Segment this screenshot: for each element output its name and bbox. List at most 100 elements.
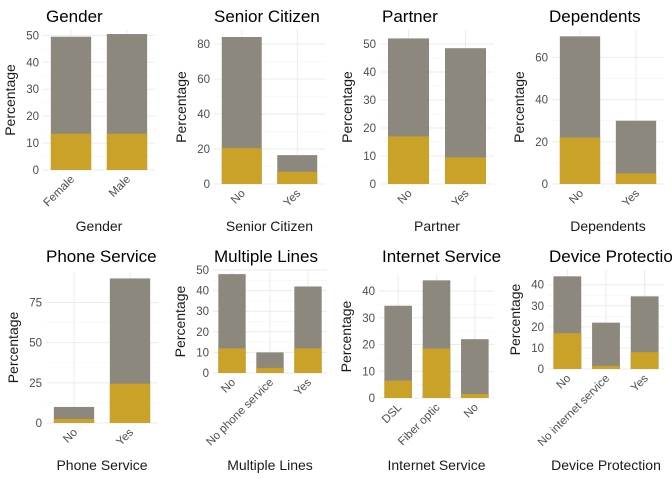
x-axis-title: Partner — [414, 218, 460, 234]
y-tick-label: 0 — [370, 179, 376, 191]
x-tick-label: No internet service — [536, 373, 612, 449]
bar-churn-yes — [294, 348, 322, 373]
x-tick-label: No — [396, 188, 415, 207]
y-tick-label: 30 — [363, 95, 376, 107]
panel-title: Device Protection — [549, 247, 672, 266]
panel-partner: 0 10 20 30 40 50 No Yes Partner Partner Percentage — [339, 7, 494, 234]
x-tick-label: Fiber optic — [396, 401, 443, 448]
bar-churn-no — [221, 148, 262, 184]
bar-total-no-internet-service — [592, 322, 620, 369]
bar-churn-no — [553, 333, 582, 369]
y-tick-label: 10 — [26, 138, 39, 150]
x-tick-label: No phone service — [204, 377, 276, 449]
bar-churn-no — [461, 393, 489, 398]
x-tick-label: No — [567, 188, 586, 207]
y-tick-label: 0 — [36, 418, 42, 430]
y-tick-label: 0 — [538, 364, 544, 376]
x-tick-label: Male — [107, 174, 133, 200]
y-tick-label: 0 — [33, 165, 39, 177]
y-axis-title: Percentage — [172, 285, 188, 357]
y-tick-label: 40 — [26, 57, 39, 69]
bar-churn-yes — [109, 383, 151, 423]
y-tick-label: 30 — [362, 313, 375, 325]
bar-churn-no — [218, 348, 246, 373]
bar-churn-no-phone-service — [256, 367, 284, 373]
x-axis-title: Internet Service — [387, 457, 485, 473]
y-tick-label: 20 — [196, 327, 209, 339]
panel-title: Gender — [46, 7, 103, 26]
bar-churn-no-internet-service — [592, 365, 620, 369]
y-tick-label: 0 — [369, 393, 375, 405]
y-tick-label: 10 — [362, 366, 375, 378]
bar-churn-no — [387, 136, 430, 184]
panel-dependents: 0 20 40 60 No Yes Dependents Dependents Percenta… — [511, 7, 664, 234]
y-tick-label: 40 — [531, 280, 544, 292]
bar-churn-male — [106, 133, 148, 170]
x-tick-label: Yes — [629, 372, 651, 394]
x-tick-label: No — [555, 373, 574, 392]
bar-churn-yes — [615, 173, 657, 184]
x-tick-label: No — [462, 402, 481, 421]
y-tick-label: 40 — [197, 109, 210, 121]
x-axis-title: Dependents — [570, 218, 646, 234]
y-tick-label: 0 — [542, 179, 548, 191]
x-axis-title: Gender — [76, 218, 123, 234]
y-tick-label: 20 — [362, 340, 375, 352]
panel-phone-service: 0 25 50 75 No Yes Phone Service Phone Service Pe… — [5, 247, 158, 473]
y-axis-title: Percentage — [338, 300, 354, 372]
x-tick-label: Yes — [450, 187, 472, 209]
x-axis-title: Senior Citizen — [226, 218, 313, 234]
panel-gender: 0 10 20 30 40 50 Female Male Gender Gender Percent… — [2, 7, 155, 234]
bar-churn-yes — [444, 157, 487, 184]
y-tick-label: 40 — [363, 67, 376, 79]
panel-title: Senior Citizen — [214, 7, 320, 26]
bar-total-no — [461, 339, 489, 398]
y-tick-label: 25 — [29, 378, 42, 390]
y-tick-label: 30 — [26, 84, 39, 96]
y-tick-label: 50 — [26, 30, 39, 42]
x-tick-label: Yes — [282, 187, 304, 209]
panel-senior-citizen: 0 20 40 60 80 No Yes Senior Citizen Senior Citiz… — [173, 7, 325, 234]
y-axis-title: Percentage — [507, 283, 523, 355]
x-tick-label: No — [229, 188, 248, 207]
y-tick-label: 0 — [203, 368, 209, 380]
y-tick-label: 20 — [197, 144, 210, 156]
y-tick-label: 0 — [204, 179, 210, 191]
panel-title: Internet Service — [382, 247, 501, 266]
y-tick-label: 30 — [531, 301, 544, 313]
x-tick-label: Yes — [292, 376, 314, 398]
y-axis-title: Percentage — [173, 71, 189, 143]
x-axis-title: Multiple Lines — [227, 457, 313, 473]
y-tick-label: 60 — [535, 52, 548, 64]
panel-title: Phone Service — [46, 247, 157, 266]
y-tick-label: 40 — [535, 95, 548, 107]
bar-churn-female — [50, 133, 92, 170]
y-tick-label: 20 — [363, 123, 376, 135]
y-axis-title: Percentage — [511, 71, 527, 143]
y-tick-label: 10 — [363, 151, 376, 163]
bar-churn-yes — [630, 352, 659, 369]
y-tick-label: 40 — [196, 286, 209, 298]
bar-churn-no — [53, 418, 95, 423]
panel-title: Multiple Lines — [214, 247, 318, 266]
y-tick-label: 20 — [535, 137, 548, 149]
y-tick-label: 80 — [197, 39, 210, 51]
y-tick-label: 75 — [29, 298, 42, 310]
y-axis-title: Percentage — [2, 64, 18, 136]
x-tick-label: Yes — [620, 187, 642, 209]
y-tick-label: 50 — [196, 265, 209, 277]
bar-churn-fiber-optic — [422, 348, 451, 398]
y-axis-title: Percentage — [5, 311, 21, 383]
y-tick-label: 30 — [196, 306, 209, 318]
x-tick-label: Female — [42, 174, 78, 210]
y-tick-label: 20 — [26, 111, 39, 123]
bar-churn-yes — [277, 171, 318, 184]
y-tick-label: 60 — [197, 74, 210, 86]
x-tick-label: Yes — [114, 426, 136, 448]
x-tick-label: DSL — [380, 401, 405, 426]
panel-title: Partner — [382, 7, 438, 26]
bar-churn-dsl — [384, 380, 412, 398]
